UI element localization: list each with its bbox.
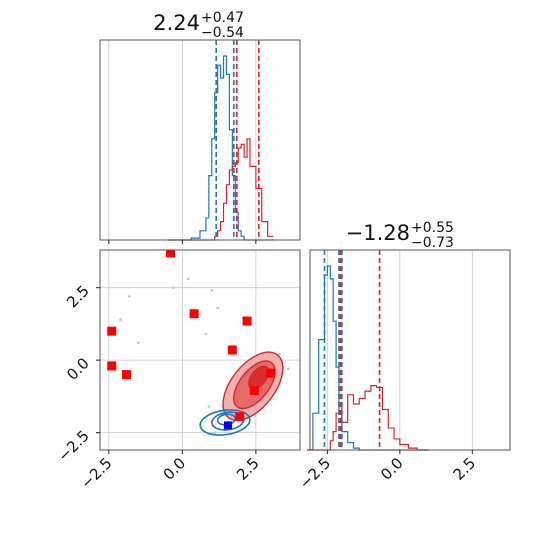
hist-param1-quantiles [323, 250, 381, 450]
tick-label-right-x-0: −2.5 [296, 454, 334, 492]
tick-label-right-x-1: 0.0 [377, 454, 407, 484]
title-param1-plus: +0.55 [411, 220, 454, 236]
hist-param1-blue [307, 265, 429, 451]
joint-y-ticks: 2.5 0.0 −2.5 [54, 282, 100, 465]
title-param1-minus: −0.73 [411, 235, 454, 251]
tick-label-joint-y-2: −2.5 [54, 427, 92, 465]
hist-param0-quantiles [215, 40, 260, 240]
tick-label-joint-x-1: 0.0 [160, 454, 190, 484]
joint-grid [100, 250, 300, 450]
title-param0-minus: −0.54 [201, 25, 244, 41]
hist-param1-frame [309, 249, 511, 451]
scatter-point-4 [210, 289, 214, 292]
scatter-point-6 [204, 332, 208, 336]
red-marker-6 [242, 316, 252, 326]
red-marker-3 [121, 370, 131, 380]
scatter-point-10 [207, 405, 211, 408]
blue-contour-0 [199, 409, 251, 436]
scatter-point-9 [286, 367, 290, 371]
blue-marker [223, 421, 232, 430]
scatter-point-0 [119, 318, 122, 321]
scatter-point-7 [216, 306, 219, 310]
joint-scatter [119, 277, 290, 434]
red-marker-5 [227, 345, 237, 355]
red-marker-4 [189, 309, 199, 319]
scatter-point-2 [172, 286, 175, 289]
hist-param1-grid [326, 250, 473, 450]
tick-label-right-x-2: 2.5 [450, 454, 480, 484]
hist-param0-blue [167, 55, 274, 241]
red-marker-7 [249, 386, 259, 396]
red-marker-0 [166, 250, 176, 258]
joint-x-ticks: −2.5 0.0 2.5 [77, 450, 263, 493]
tick-label-joint-y-1: 0.0 [63, 354, 93, 384]
title-param0: 2.24 [153, 11, 200, 35]
red-marker-2 [107, 361, 117, 371]
red-markers [107, 250, 276, 422]
tick-label-joint-x-2: 2.5 [233, 454, 263, 484]
scatter-point-3 [186, 277, 190, 281]
title-param1: −1.28 [346, 221, 410, 245]
joint-panel: −2.5 0.0 2.5 2.5 0.0 −2.5 [54, 249, 301, 493]
hist-param0-ticks [108, 240, 257, 244]
hist-param1-red [307, 385, 429, 451]
scatter-point-11 [213, 431, 217, 434]
scatter-point-5 [136, 341, 140, 345]
scatter-point-1 [128, 295, 131, 298]
scatter-point-8 [278, 353, 281, 356]
red-marker-9 [235, 412, 245, 422]
joint-frame [99, 249, 301, 451]
hist-param0-panel: 2.24 +0.47 −0.54 [99, 10, 301, 244]
hist-param1-x-ticks: −2.5 0.0 2.5 [296, 450, 479, 493]
hist-param0-frame [99, 39, 301, 241]
red-marker-1 [107, 326, 117, 336]
hist-param1-panel: −2.5 0.0 2.5 −1.28 +0.55 −0.73 [296, 220, 511, 493]
red-marker-8 [266, 368, 276, 378]
hist-param0-red [167, 138, 274, 241]
hist-param0-grid [108, 40, 257, 240]
tick-label-joint-y-0: 2.5 [63, 282, 93, 312]
tick-label-joint-x-0: −2.5 [77, 454, 115, 492]
title-param0-plus: +0.47 [201, 10, 244, 26]
